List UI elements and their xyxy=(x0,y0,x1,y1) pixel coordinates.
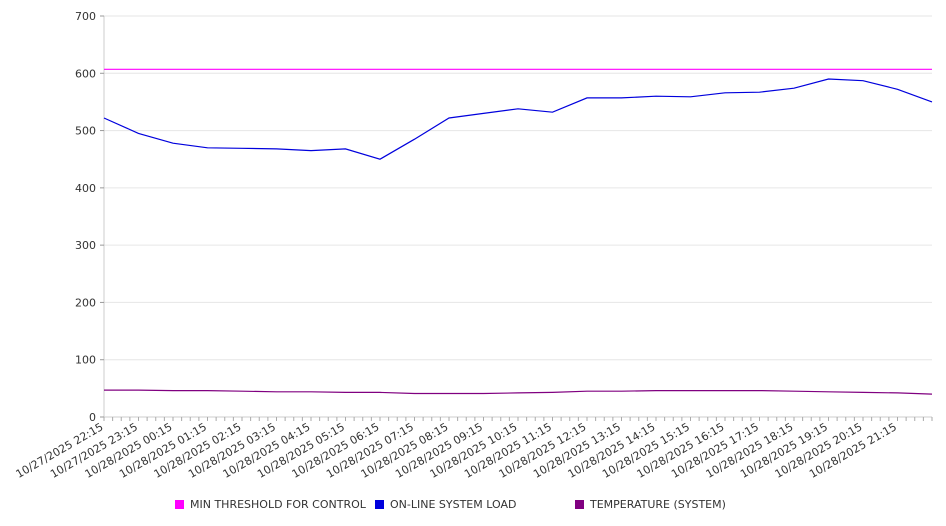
legend-swatch-threshold xyxy=(175,500,184,509)
legend-item-system-load[interactable]: ON-LINE SYSTEM LOAD xyxy=(375,498,516,511)
legend: MIN THRESHOLD FOR CONTROL ON-LINE SYSTEM… xyxy=(0,498,946,514)
legend-swatch-system-load xyxy=(375,500,384,509)
legend-label-threshold: MIN THRESHOLD FOR CONTROL xyxy=(190,498,366,511)
y-tick-label: 200 xyxy=(75,296,96,309)
legend-swatch-temperature xyxy=(575,500,584,509)
y-tick-label: 600 xyxy=(75,67,96,80)
y-tick-label: 400 xyxy=(75,182,96,195)
legend-item-temperature[interactable]: TEMPERATURE (SYSTEM) xyxy=(575,498,726,511)
axes xyxy=(103,16,932,418)
grid-lines xyxy=(104,15,932,361)
legend-item-threshold[interactable]: MIN THRESHOLD FOR CONTROL xyxy=(175,498,366,511)
y-axis-ticks: 0 100 200 300 400 500 600 700 xyxy=(75,10,104,424)
legend-label-temperature: TEMPERATURE (SYSTEM) xyxy=(590,498,726,511)
y-tick-label: 300 xyxy=(75,239,96,252)
y-tick-label: 700 xyxy=(75,10,96,23)
y-tick-label: 0 xyxy=(89,411,96,424)
series-lines xyxy=(103,68,933,395)
legend-label-system-load: ON-LINE SYSTEM LOAD xyxy=(390,498,517,511)
y-tick-label: 100 xyxy=(75,354,96,367)
series-line-temperature-system xyxy=(104,389,933,395)
y-tick-label: 500 xyxy=(75,125,96,138)
series-line-on-line-system-load xyxy=(103,78,933,160)
